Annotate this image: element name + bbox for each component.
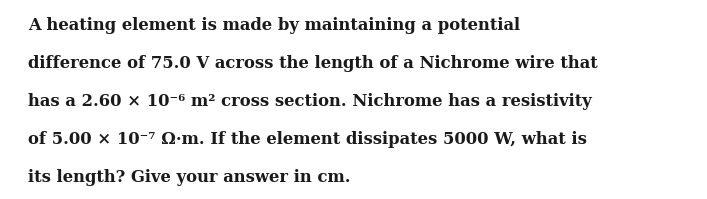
Text: of 5.00 × 10⁻⁷ Ω·m. If the element dissipates 5000 W, what is: of 5.00 × 10⁻⁷ Ω·m. If the element dissi… — [28, 131, 587, 148]
Text: difference of 75.0 V across the length of a Nichrome wire that: difference of 75.0 V across the length o… — [28, 55, 598, 72]
Text: has a 2.60 × 10⁻⁶ m² cross section. Nichrome has a resistivity: has a 2.60 × 10⁻⁶ m² cross section. Nich… — [28, 93, 592, 110]
Text: its length? Give your answer in cm.: its length? Give your answer in cm. — [28, 169, 351, 186]
Text: A heating element is made by maintaining a potential: A heating element is made by maintaining… — [28, 17, 520, 34]
